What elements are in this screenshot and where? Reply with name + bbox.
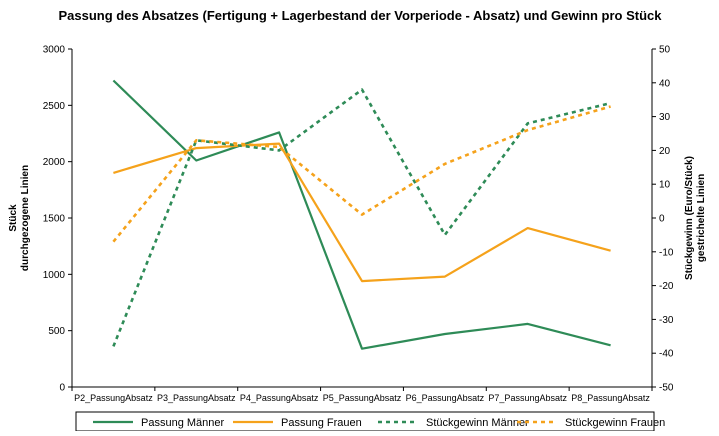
legend-label: Passung Frauen — [281, 417, 362, 429]
y-tick-label: 3000 — [43, 45, 66, 56]
y-axis-title: Stück durchgezogene Linien — [8, 165, 31, 271]
plot-area — [112, 79, 611, 350]
y2-tick-label: 40 — [659, 78, 671, 89]
axes: 0 500 1000 1500 2000 2500 3000 -50 -40 -30 -20 -10 0… — [43, 45, 674, 404]
series-line-passung-maenner — [112, 79, 611, 350]
legend-item: Passung Männer — [93, 417, 224, 429]
y2-tick-label: -10 — [659, 247, 674, 258]
y-tick-label: 2000 — [43, 157, 66, 168]
x-tick-label: P7_PassungAbsatz — [488, 393, 567, 403]
y2-tick-label: 50 — [659, 45, 671, 56]
x-tick-label: P4_PassungAbsatz — [240, 393, 319, 403]
series-line-stueckgewinn-maenner — [112, 88, 611, 347]
x-tick-label: P2_PassungAbsatz — [74, 393, 153, 403]
y-axis-title-line: durchgezogene Linien — [20, 165, 31, 271]
y-tick-label: 2500 — [43, 101, 66, 112]
legend-item: Stückgewinn Männer — [378, 417, 529, 429]
legend-label: Stückgewinn Frauen — [565, 417, 665, 429]
y-tick-label: 0 — [59, 383, 65, 394]
legend: Passung Männer Passung Frauen Stückgewinn … — [75, 411, 665, 432]
y-axis-title-line: Stück — [8, 204, 19, 232]
y2-tick-label: 20 — [659, 146, 671, 157]
chart-title: Passung des Absatzes (Fertigung + Lagerb… — [58, 8, 662, 23]
legend-item: Passung Frauen — [233, 417, 362, 429]
legend-label: Stückgewinn Männer — [426, 417, 529, 429]
y2-axis-title-line: Stückgewinn (Euro/Stück) — [684, 156, 695, 280]
y-tick-label: 1000 — [43, 270, 66, 281]
y-tick-label: 500 — [48, 326, 65, 337]
x-tick-label: P5_PassungAbsatz — [323, 393, 402, 403]
y2-tick-label: -20 — [659, 281, 674, 292]
legend-label: Passung Männer — [141, 417, 224, 429]
y2-tick-label: -30 — [659, 315, 674, 326]
y2-tick-label: 30 — [659, 112, 671, 123]
y2-tick-label: -50 — [659, 383, 674, 394]
y2-tick-label: -40 — [659, 349, 674, 360]
x-tick-label: P3_PassungAbsatz — [157, 393, 236, 403]
x-tick-label: P6_PassungAbsatz — [406, 393, 485, 403]
y-tick-label: 1500 — [43, 214, 66, 225]
y2-tick-label: 0 — [659, 214, 665, 225]
series-line-passung-frauen — [113, 142, 611, 283]
x-tick-label: P8_PassungAbsatz — [571, 393, 650, 403]
y2-axis-title: Stückgewinn (Euro/Stück) gestrichelte Lin… — [684, 156, 707, 280]
series-line-stueckgewinn-frauen — [112, 105, 611, 243]
legend-item: Stückgewinn Frauen — [517, 417, 665, 429]
y2-axis-title-line: gestrichelte Linien — [696, 174, 707, 262]
y2-tick-label: 10 — [659, 180, 671, 191]
